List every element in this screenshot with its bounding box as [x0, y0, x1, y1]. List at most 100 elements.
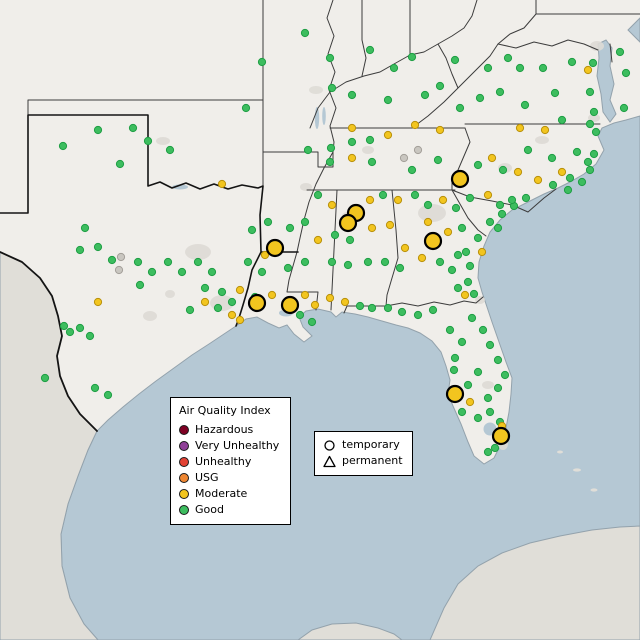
aqi-station-dot[interactable] — [235, 315, 245, 325]
aqi-station-dot[interactable] — [143, 136, 153, 146]
aqi-station-dot[interactable] — [80, 223, 90, 233]
aqi-station-dot[interactable] — [588, 58, 598, 68]
aqi-station-dot[interactable] — [485, 340, 495, 350]
aqi-station-dot[interactable] — [457, 337, 467, 347]
aqi-station-dot[interactable] — [313, 190, 323, 200]
aqi-station-dot[interactable] — [465, 397, 475, 407]
aqi-station-dot[interactable] — [447, 265, 457, 275]
aqi-station-dot[interactable] — [435, 257, 445, 267]
aqi-station-dot[interactable] — [443, 227, 453, 237]
aqi-station-dot[interactable] — [165, 145, 175, 155]
aqi-station-dot[interactable] — [477, 247, 487, 257]
aqi-station-dot[interactable] — [550, 88, 560, 98]
aqi-station-dot[interactable] — [433, 155, 443, 165]
aqi-station-dot[interactable] — [589, 149, 599, 159]
aqi-station-dot[interactable] — [487, 153, 497, 163]
aqi-station-dot[interactable] — [325, 53, 335, 63]
aqi-station-dot[interactable] — [583, 157, 593, 167]
aqi-station-dot[interactable] — [503, 53, 513, 63]
aqi-station-dot[interactable] — [383, 303, 393, 313]
aqi-station-dot[interactable] — [413, 310, 423, 320]
aqi-station-dot[interactable] — [378, 190, 388, 200]
aqi-station-dot[interactable] — [621, 68, 631, 78]
aqi-station-dot[interactable] — [497, 209, 507, 219]
temporary-station-marker[interactable] — [280, 295, 300, 315]
aqi-station-dot[interactable] — [93, 297, 103, 307]
aqi-station-dot[interactable] — [177, 267, 187, 277]
aqi-station-dot[interactable] — [365, 195, 375, 205]
aqi-station-dot[interactable] — [483, 63, 493, 73]
aqi-station-dot[interactable] — [310, 300, 320, 310]
aqi-station-dot[interactable] — [450, 55, 460, 65]
temporary-station-marker[interactable] — [450, 169, 470, 189]
aqi-station-dot[interactable] — [393, 195, 403, 205]
temporary-station-marker[interactable] — [491, 426, 511, 446]
aqi-station-dot[interactable] — [417, 253, 427, 263]
aqi-station-dot[interactable] — [523, 145, 533, 155]
aqi-station-dot[interactable] — [520, 100, 530, 110]
aqi-station-dot[interactable] — [420, 90, 430, 100]
aqi-station-dot[interactable] — [355, 301, 365, 311]
aqi-station-dot[interactable] — [59, 321, 69, 331]
aqi-station-dot[interactable] — [435, 125, 445, 135]
aqi-station-dot[interactable] — [500, 370, 510, 380]
aqi-station-dot[interactable] — [498, 165, 508, 175]
aqi-station-dot[interactable] — [303, 145, 313, 155]
aqi-station-dot[interactable] — [257, 267, 267, 277]
aqi-station-dot[interactable] — [185, 305, 195, 315]
aqi-station-dot[interactable] — [577, 177, 587, 187]
aqi-station-dot[interactable] — [300, 257, 310, 267]
aqi-station-dot[interactable] — [548, 180, 558, 190]
aqi-station-dot[interactable] — [163, 257, 173, 267]
aqi-station-dot[interactable] — [395, 263, 405, 273]
aqi-station-dot[interactable] — [327, 257, 337, 267]
aqi-station-dot[interactable] — [513, 167, 523, 177]
aqi-station-dot[interactable] — [461, 247, 471, 257]
aqi-station-dot[interactable] — [473, 160, 483, 170]
aqi-station-dot[interactable] — [589, 107, 599, 117]
aqi-station-dot[interactable] — [547, 153, 557, 163]
aqi-station-dot[interactable] — [133, 257, 143, 267]
aqi-station-dot[interactable] — [325, 157, 335, 167]
aqi-station-dot[interactable] — [367, 223, 377, 233]
aqi-station-dot[interactable] — [410, 190, 420, 200]
aqi-station-dot[interactable] — [567, 57, 577, 67]
aqi-station-dot[interactable] — [365, 45, 375, 55]
aqi-station-dot[interactable] — [116, 252, 126, 262]
aqi-station-dot[interactable] — [445, 325, 455, 335]
aqi-station-dot[interactable] — [327, 83, 337, 93]
temporary-station-marker[interactable] — [247, 293, 267, 313]
aqi-station-dot[interactable] — [565, 173, 575, 183]
aqi-station-dot[interactable] — [327, 200, 337, 210]
aqi-station-dot[interactable] — [473, 233, 483, 243]
aqi-station-dot[interactable] — [347, 123, 357, 133]
aqi-station-dot[interactable] — [483, 190, 493, 200]
aqi-station-dot[interactable] — [399, 153, 409, 163]
aqi-station-dot[interactable] — [435, 81, 445, 91]
aqi-station-dot[interactable] — [193, 257, 203, 267]
aqi-station-dot[interactable] — [300, 28, 310, 38]
aqi-station-dot[interactable] — [307, 317, 317, 327]
aqi-station-dot[interactable] — [490, 443, 500, 453]
aqi-station-dot[interactable] — [540, 125, 550, 135]
aqi-station-dot[interactable] — [65, 327, 75, 337]
aqi-station-dot[interactable] — [460, 290, 470, 300]
aqi-station-dot[interactable] — [93, 242, 103, 252]
aqi-station-dot[interactable] — [400, 243, 410, 253]
aqi-station-dot[interactable] — [493, 383, 503, 393]
aqi-station-dot[interactable] — [283, 263, 293, 273]
aqi-station-dot[interactable] — [93, 125, 103, 135]
aqi-station-dot[interactable] — [147, 267, 157, 277]
aqi-station-dot[interactable] — [473, 413, 483, 423]
aqi-station-dot[interactable] — [557, 167, 567, 177]
aqi-station-dot[interactable] — [227, 310, 237, 320]
temporary-station-marker[interactable] — [445, 384, 465, 404]
aqi-station-dot[interactable] — [483, 447, 493, 457]
aqi-station-dot[interactable] — [515, 123, 525, 133]
temporary-station-marker[interactable] — [423, 231, 443, 251]
aqi-station-dot[interactable] — [363, 257, 373, 267]
aqi-station-dot[interactable] — [428, 305, 438, 315]
aqi-station-dot[interactable] — [58, 141, 68, 151]
aqi-station-dot[interactable] — [213, 303, 223, 313]
aqi-station-dot[interactable] — [128, 123, 138, 133]
